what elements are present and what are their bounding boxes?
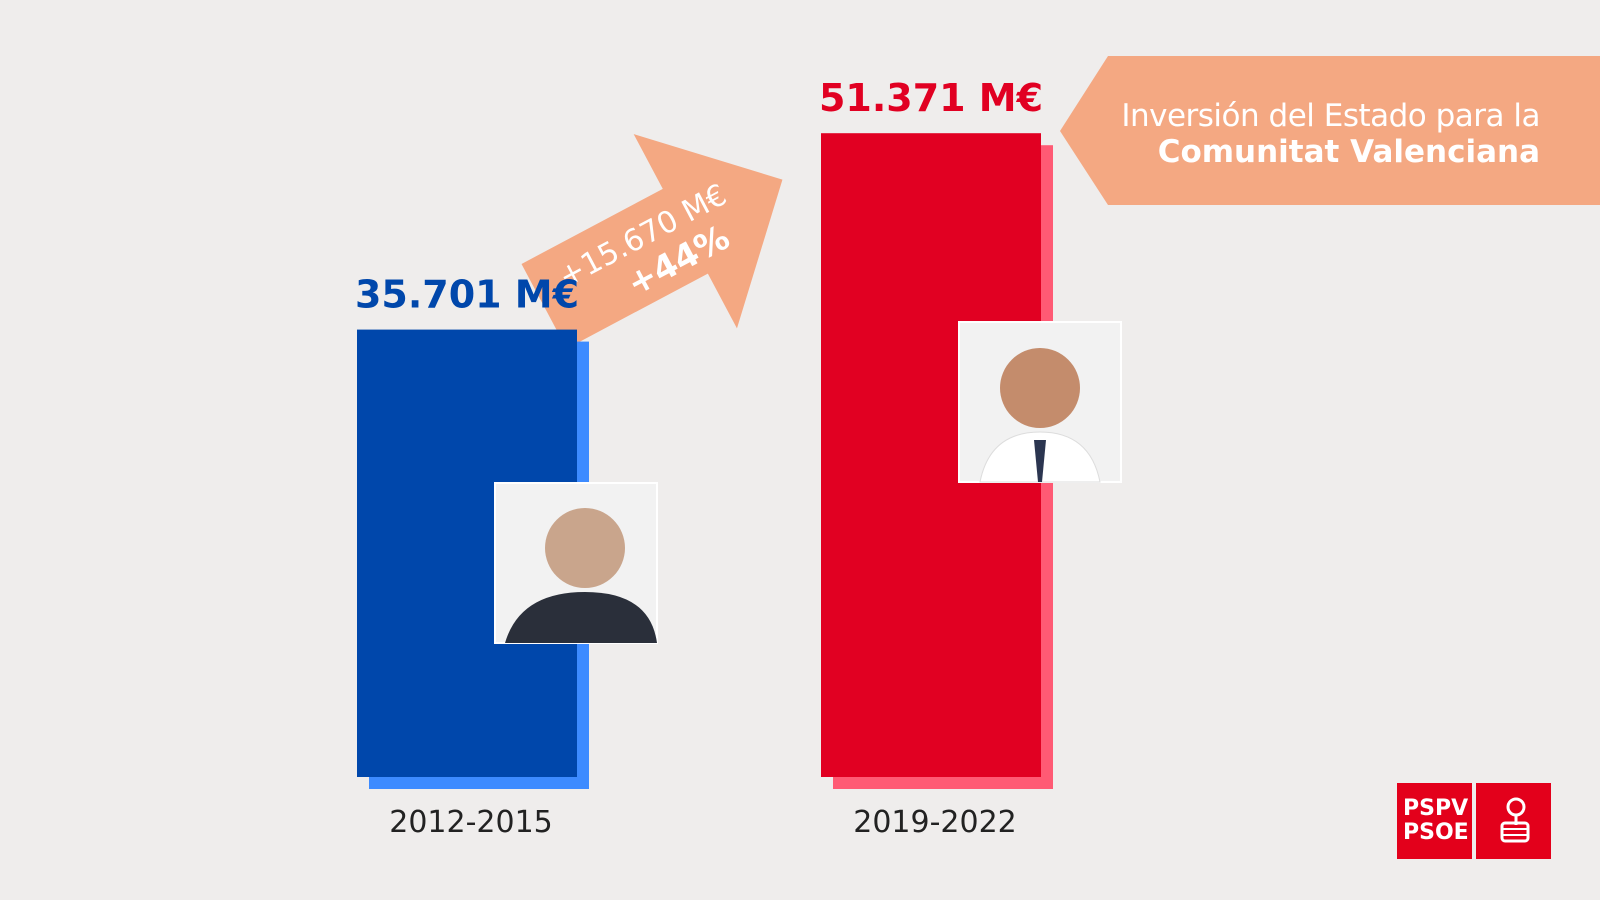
chart-title-line-2: Comunitat Valenciana bbox=[1157, 134, 1540, 170]
category-label-2012-2015: 2012-2015 bbox=[389, 805, 553, 840]
logo-line-2: PSOE bbox=[1403, 820, 1469, 845]
logo-text-block: PSPV PSOE bbox=[1397, 783, 1472, 859]
title-banner bbox=[1060, 56, 1600, 205]
portrait-photo-2019-2022 bbox=[958, 321, 1122, 483]
increase-arrow: +15.670 M€ +44% bbox=[521, 134, 783, 349]
value-label-2019-2022: 51.371 M€ bbox=[819, 76, 1043, 120]
logo-line-1: PSPV bbox=[1403, 796, 1469, 821]
increase-arrow-shape bbox=[521, 134, 783, 349]
value-label-2012-2015: 35.701 M€ bbox=[355, 273, 579, 317]
portrait-photo-2012-2015 bbox=[494, 482, 658, 644]
chart-title: Inversión del Estado para la Comunitat V… bbox=[1121, 98, 1540, 170]
pspv-psoe-logo: PSPV PSOE bbox=[1397, 783, 1551, 859]
rose-fist-icon bbox=[1476, 783, 1551, 859]
chart-title-line-1: Inversión del Estado para la bbox=[1121, 98, 1540, 134]
category-label-2019-2022: 2019-2022 bbox=[853, 805, 1017, 840]
